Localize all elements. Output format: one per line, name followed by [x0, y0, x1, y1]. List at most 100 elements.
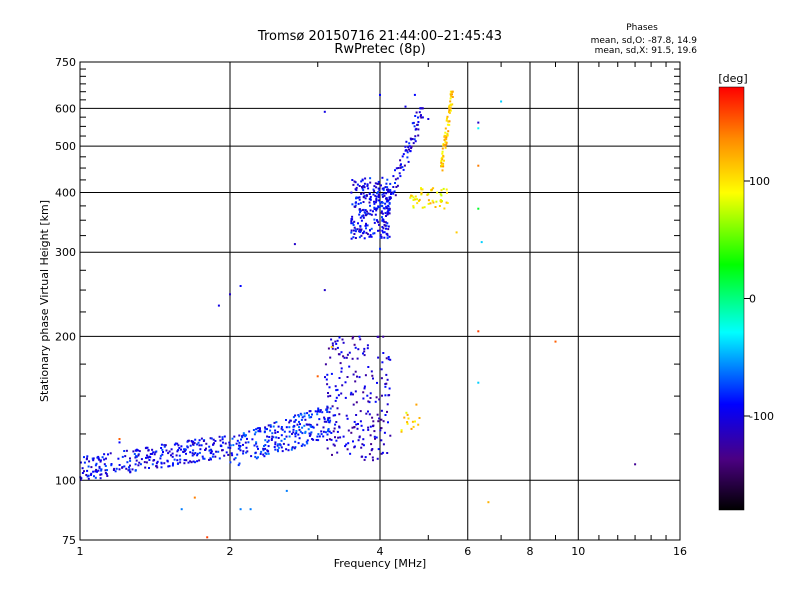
- data-point: [400, 163, 402, 166]
- data-point: [288, 430, 291, 433]
- data-point: [242, 432, 245, 435]
- data-point: [386, 403, 389, 406]
- data-point: [308, 416, 311, 419]
- data-point: [242, 452, 245, 455]
- data-point: [411, 194, 414, 197]
- data-point: [441, 152, 444, 155]
- data-point: [118, 441, 121, 444]
- data-point: [386, 178, 389, 181]
- data-point: [160, 447, 163, 449]
- data-point: [355, 196, 358, 199]
- data-point: [212, 443, 215, 446]
- data-point: [233, 435, 236, 438]
- data-point: [416, 198, 418, 201]
- data-point: [443, 159, 445, 162]
- data-point: [137, 454, 140, 457]
- data-point: [244, 441, 247, 444]
- data-point: [357, 423, 359, 425]
- data-point: [162, 451, 164, 453]
- data-point: [290, 448, 293, 451]
- data-point: [385, 221, 387, 224]
- data-point: [379, 233, 382, 236]
- data-point: [179, 461, 182, 464]
- data-point: [106, 469, 108, 472]
- data-point: [197, 441, 200, 444]
- data-point: [342, 355, 345, 358]
- data-point: [366, 233, 369, 236]
- data-point: [409, 150, 412, 153]
- data-point: [365, 194, 368, 197]
- data-point: [299, 430, 302, 433]
- data-point: [372, 459, 374, 462]
- data-point: [87, 474, 90, 477]
- data-point: [348, 351, 351, 354]
- data-point: [118, 438, 121, 440]
- data-point: [354, 346, 357, 349]
- data-point: [369, 392, 372, 395]
- data-point: [328, 416, 331, 419]
- data-point: [92, 470, 95, 473]
- data-point: [189, 444, 192, 447]
- data-point: [190, 440, 193, 442]
- data-point: [171, 464, 174, 467]
- data-point: [160, 466, 163, 469]
- data-point: [277, 450, 279, 453]
- data-point: [353, 233, 356, 235]
- data-point: [418, 417, 421, 419]
- data-point: [269, 424, 272, 427]
- data-point: [326, 383, 329, 386]
- data-point: [128, 469, 131, 472]
- data-point: [330, 338, 333, 341]
- data-point: [327, 417, 330, 420]
- data-point: [371, 374, 374, 377]
- data-point: [140, 458, 143, 461]
- data-point: [309, 425, 312, 428]
- data-point: [221, 436, 224, 439]
- data-point: [121, 466, 124, 469]
- data-point: [375, 207, 377, 210]
- data-point: [96, 470, 98, 473]
- data-point: [98, 467, 101, 470]
- data-point: [328, 419, 331, 422]
- data-point: [277, 437, 280, 439]
- data-point: [362, 214, 365, 217]
- data-point: [449, 109, 452, 112]
- data-point: [161, 448, 164, 451]
- data-point: [194, 452, 197, 454]
- data-point: [254, 431, 257, 434]
- data-point: [380, 418, 383, 421]
- data-point: [446, 202, 449, 204]
- data-point: [229, 461, 232, 464]
- data-point: [374, 201, 377, 204]
- data-point: [271, 435, 274, 438]
- data-point: [354, 181, 357, 184]
- data-point: [375, 436, 378, 439]
- stats-line-o: mean, sd,O: -87.8, 14.9: [591, 36, 698, 46]
- data-point: [340, 367, 343, 370]
- data-point: [316, 435, 319, 438]
- data-point: [362, 192, 365, 195]
- data-point: [185, 459, 188, 462]
- data-point: [434, 206, 437, 208]
- data-point: [155, 464, 158, 467]
- axis-ticks: 1 2 4 6 8 10 16 75 100 200 300 400 500 600 750: [55, 56, 687, 558]
- data-point: [379, 247, 381, 250]
- data-point: [373, 190, 376, 193]
- data-point: [354, 228, 357, 231]
- data-point: [245, 434, 247, 437]
- data-point: [296, 423, 299, 426]
- data-point: [372, 420, 375, 423]
- data-point: [109, 452, 112, 455]
- data-point: [183, 450, 186, 452]
- data-point: [114, 470, 117, 473]
- data-point: [273, 446, 276, 448]
- data-point: [368, 413, 371, 416]
- data-point: [408, 148, 410, 151]
- data-point: [285, 426, 288, 429]
- data-point: [364, 197, 367, 200]
- plot-frame: [79, 61, 681, 541]
- data-point: [380, 236, 383, 239]
- data-point: [378, 205, 381, 208]
- data-point: [362, 232, 364, 235]
- data-point: [125, 467, 128, 470]
